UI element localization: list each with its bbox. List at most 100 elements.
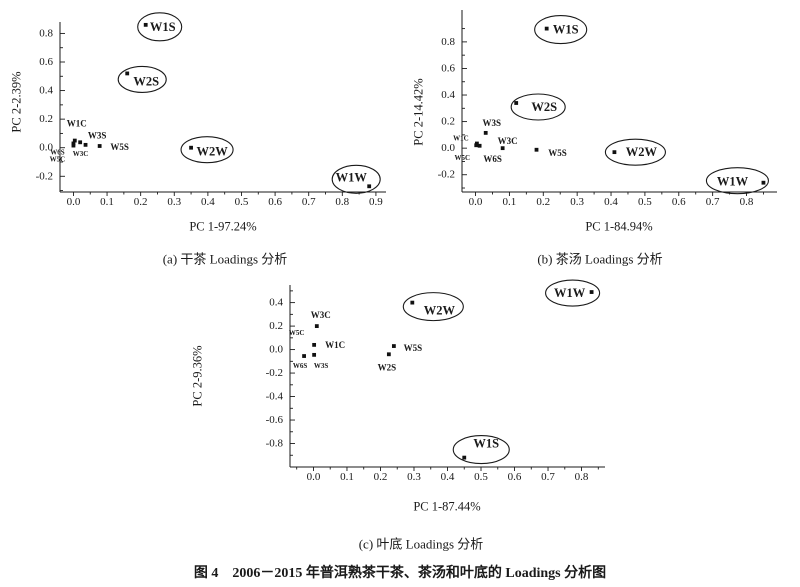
data-point-w5s — [97, 144, 102, 148]
data-point-w1s — [143, 22, 148, 27]
point-label-w1s: W1S — [553, 23, 579, 37]
group-ellipse-w2w — [180, 136, 234, 164]
x-tick-label: 0.0 — [67, 196, 81, 208]
y-tick-label: 0.8 — [39, 27, 53, 39]
y-axis-label: PC 2-14.42% — [411, 78, 426, 146]
y-tick-label: -0.2 — [266, 367, 283, 379]
group-ellipse-w1w — [705, 167, 770, 195]
point-label-w1w: W1W — [717, 175, 749, 189]
x-tick-label: 0.6 — [508, 471, 522, 483]
data-point-w5s — [391, 344, 396, 348]
y-tick-label: 0.2 — [269, 320, 283, 332]
scatter-plot-infused-leaf: 0.0 0.1 0.2 0.3 0.4 0.5 0.6 0.7 0.8 -0.8 -0.6 -0.4 -… — [266, 279, 605, 483]
x-axis-label: PC 1-87.44% — [413, 499, 481, 514]
point-label-w1c: W1C — [453, 135, 469, 143]
point-label-w6s: W6S — [483, 154, 502, 164]
panel-dry-tea: 0.0 0.1 0.2 0.3 0.4 0.5 0.6 0.7 0.8 0.9 -0.2 0.0 0.2… — [0, 0, 400, 267]
point-label-w5c: W5C — [454, 154, 470, 162]
x-tick-label: 0.3 — [570, 196, 584, 208]
group-ellipse-w1s — [534, 15, 588, 45]
point-label-w3c: W3C — [498, 136, 518, 146]
x-tick-label: 0.4 — [201, 196, 215, 208]
x-tick-label: 0.9 — [369, 196, 383, 208]
data-point-w3c — [83, 142, 88, 147]
scatter-plot-dry-tea: 0.0 0.1 0.2 0.3 0.4 0.5 0.6 0.7 0.8 0.9 -0.2 0.0 0.2… — [36, 12, 386, 208]
scatter-plot-tea-infusion: 0.0 0.1 0.2 0.3 0.4 0.5 0.6 0.7 0.8 -0.2 0.0 0.2 0.4… — [438, 10, 777, 208]
y-tick-label: 0.4 — [269, 297, 283, 309]
x-tick-label: 0.2 — [134, 196, 148, 208]
data-point-w6s — [302, 354, 306, 358]
x-tick-label: 0.7 — [302, 196, 316, 208]
data-point-w5c — [71, 143, 76, 148]
data-point-w6s — [477, 143, 482, 148]
data-point-w1c — [312, 342, 317, 347]
group-ellipse-w2s — [117, 65, 167, 93]
group-ellipse-w2s — [510, 93, 566, 121]
point-label-w5c: W5C — [289, 329, 305, 337]
data-point-w1w — [367, 184, 372, 189]
point-label-w1s: W1S — [473, 437, 499, 451]
point-label-w3c: W3C — [73, 150, 89, 158]
panel-tea-infusion: 0.0 0.1 0.2 0.3 0.4 0.5 0.6 0.7 0.8 -0.2 0.0 0.2 0.4… — [400, 0, 800, 267]
group-ellipse-w2w — [402, 292, 464, 322]
y-tick-label: 0.0 — [269, 344, 283, 356]
x-tick-label: 0.4 — [604, 196, 618, 208]
point-label-w2s: W2S — [531, 100, 557, 114]
y-axis-label: PC 2-9.36% — [190, 345, 205, 407]
y-tick-label: 0.2 — [39, 113, 53, 125]
point-label-w2w: W2W — [626, 145, 658, 159]
point-label-w1w: W1W — [554, 286, 586, 300]
x-tick-label: 0.1 — [100, 196, 114, 208]
x-tick-label: 0.0 — [307, 471, 321, 483]
group-ellipse-w2w — [604, 138, 666, 166]
x-tick-label: 0.1 — [503, 196, 517, 208]
data-point-w2s — [386, 352, 391, 357]
data-point-w3s — [483, 130, 488, 135]
x-tick-label: 0.2 — [536, 196, 550, 208]
x-tick-label: 0.4 — [441, 471, 455, 483]
data-point-w1c — [72, 138, 77, 143]
y-tick-label: 0.6 — [39, 56, 53, 68]
data-point-w3s — [78, 140, 83, 145]
x-tick-label: 0.6 — [672, 196, 686, 208]
data-point-w2w — [410, 300, 415, 305]
point-label-w6s: W6S — [293, 362, 308, 370]
panel-caption-c: (c) 叶底 Loadings 分析 — [358, 536, 484, 552]
y-tick-label: -0.4 — [266, 391, 284, 403]
data-point-w6s — [71, 141, 76, 146]
y-tick-label: -0.8 — [266, 438, 284, 450]
y-tick-label: 0.6 — [441, 62, 455, 74]
y-tick-label: -0.6 — [266, 414, 284, 426]
point-label-w1c: W1C — [67, 119, 87, 129]
point-label-w2s: W2S — [133, 74, 159, 88]
point-label-w5c: W5C — [50, 156, 66, 164]
main-caption: 图 4 2006－2015 年普洱熟茶干茶、茶汤和叶底的 Loadings 分析… — [193, 566, 607, 581]
x-tick-label: 0.3 — [407, 471, 421, 483]
x-axis-label: PC 1-84.94% — [585, 219, 653, 234]
point-label-w1s: W1S — [150, 20, 176, 34]
x-tick-label: 0.5 — [474, 471, 488, 483]
data-point-w1w — [589, 290, 594, 294]
data-point-w3c — [314, 324, 319, 328]
data-point-w5c — [474, 143, 479, 148]
data-point-w2w — [612, 150, 617, 155]
y-tick-label: 0.0 — [39, 142, 53, 154]
panel-caption-a: (a) 干茶 Loadings 分析 — [162, 251, 288, 267]
panel-infused-leaf: 0.0 0.1 0.2 0.3 0.4 0.5 0.6 0.7 0.8 -0.8 -0.6 -0.4 -… — [190, 272, 620, 557]
x-tick-label: 0.8 — [740, 196, 754, 208]
panel-caption-b: (b) 茶汤 Loadings 分析 — [537, 251, 663, 267]
data-point-w1s — [462, 455, 467, 460]
point-label-w3s: W3S — [482, 118, 501, 128]
x-tick-label: 0.2 — [374, 471, 388, 483]
data-point-w3c — [500, 146, 505, 151]
point-label-w5s: W5S — [110, 142, 129, 152]
y-tick-label: 0.8 — [441, 36, 455, 48]
point-label-w5s: W5S — [404, 343, 423, 353]
data-point-w2w — [189, 145, 193, 150]
y-axis-label: PC 2-2.39% — [9, 71, 24, 133]
y-tick-label: -0.2 — [438, 169, 455, 181]
group-ellipse-w1w — [545, 279, 601, 307]
x-tick-label: 0.8 — [335, 196, 349, 208]
y-tick-label: 0.4 — [39, 85, 53, 97]
group-ellipse-w1w — [331, 164, 381, 194]
